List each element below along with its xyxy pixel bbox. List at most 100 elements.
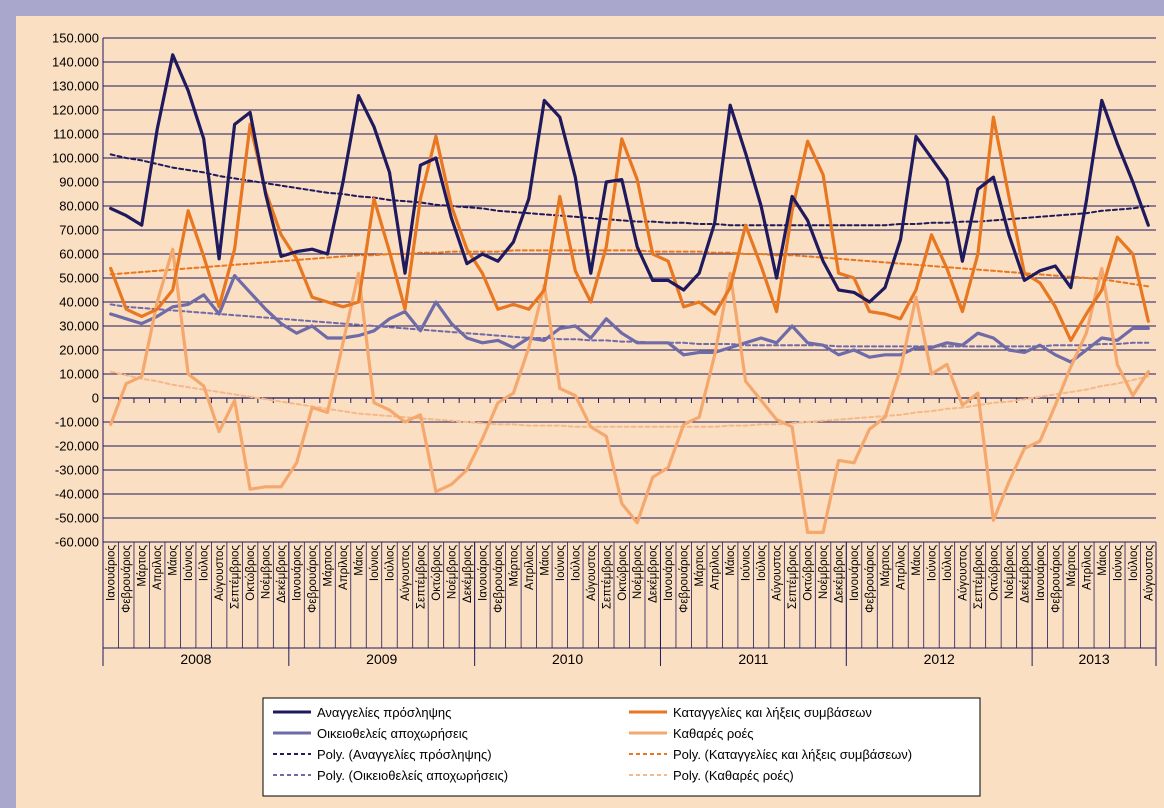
y-tick-label: 10.000 [59,367,99,382]
x-tick-label: Μάιος [168,545,180,576]
x-tick-label: Μάιος [725,545,737,576]
x-tick-label: Αύγουστος [1143,545,1155,601]
x-tick-label: Αύγουστος [957,545,969,601]
year-label: 2009 [366,651,397,667]
year-label: 2012 [924,651,955,667]
x-tick-label: Μάιος [911,545,923,576]
x-tick-label: Δεκέμβριος [648,545,660,603]
x-tick-label: Δεκέμβριος [462,545,474,603]
y-tick-label: 110.000 [53,127,99,142]
x-tick-label: Δεκέμβριος [834,545,846,603]
y-tick-label: 140.000 [52,55,99,70]
x-tick-label: Σεπτέμβριος [601,545,613,610]
series-line-5 [109,153,1150,227]
series-line-1 [109,53,1150,304]
x-tick-label: Φεβρουάριος [493,545,505,613]
x-tick-label: Νοέμβριος [261,545,273,600]
x-tick-label: Μάιος [354,545,366,576]
x-tick-label: Σεπτέμβριος [787,545,799,610]
y-tick-label: 20.000 [59,343,99,358]
x-tick-label: Απρίλιος [1081,545,1093,590]
y-tick-label: 30.000 [59,319,99,334]
x-tick-label: Οκτώβριος [245,545,257,601]
y-tick-label: -60.000 [55,535,99,550]
x-tick-label: Ιούνιος [183,545,195,582]
x-tick-label: Ιούνιος [1112,545,1124,582]
x-tick-label: Ιανουάριος [292,545,304,601]
x-tick-label: Μάρτιος [137,545,149,587]
x-tick-label: Απρίλιος [524,545,536,590]
x-tick-label: Ιανουάριος [849,545,861,601]
x-tick-label: Οκτώβριος [431,545,443,601]
y-tick-label: 80.000 [59,199,99,214]
y-tick-label: 70.000 [59,223,99,238]
x-tick-label: Δεκέμβριος [276,545,288,603]
x-tick-label: Ιανουάριος [663,545,675,601]
x-tick-label: Νοέμβριος [1004,545,1016,600]
x-tick-label: Ιούνιος [369,545,381,582]
x-tick-label: Ιούλιος [756,545,768,582]
x-tick-label: Οκτώβριος [988,545,1000,601]
x-tick-label: Αύγουστος [400,545,412,601]
x-tick-label: Ιούλιος [199,545,211,582]
y-tick-label: -20.000 [55,439,99,454]
x-tick-label: Φεβρουάριος [1050,545,1062,613]
legend-label: Poly. (Καταγγελίες και λήξεις συμβάσεων) [673,747,912,762]
x-tick-label: Νοέμβριος [818,545,830,600]
series-line-3 [109,115,1150,342]
x-tick-label: Μάρτιος [694,545,706,587]
y-tick-label: 60.000 [59,247,99,262]
x-tick-label: Ιούλιος [1128,545,1140,582]
legend-label: Poly. (Καθαρές ροές) [673,768,794,783]
x-tick-label: Ιούλιος [384,545,396,582]
series-line-4 [109,247,1150,535]
series-line-2 [109,274,1150,364]
x-tick-label: Σεπτέμβριος [230,545,242,610]
y-tick-label: -40.000 [55,487,99,502]
x-tick-label: Μάρτιος [508,545,520,587]
x-tick-label: Ιανουάριος [1035,545,1047,601]
x-tick-label: Ιούνιος [555,545,567,582]
x-tick-label: Φεβρουάριος [865,545,877,613]
y-tick-label: 120.000 [52,103,99,118]
year-label: 2010 [552,651,583,667]
series-line-8 [109,370,1150,428]
legend-box [262,697,981,797]
y-tick-label: 150.000 [52,31,99,46]
year-label: 2011 [738,651,768,667]
x-tick-label: Ιούνιος [741,545,753,582]
series-group [109,53,1150,535]
year-label: 2013 [1078,651,1109,667]
plot-area [102,37,1157,543]
x-tick-label: Απρίλιος [152,545,164,590]
x-tick-label: Μάρτιος [880,545,892,587]
legend-label: Οικειοθελείς αποχωρήσεις [317,726,468,741]
x-tick-label: Ιανουάριος [477,545,489,601]
legend-label: Καθαρές ροές [673,726,754,741]
x-tick-label: Νοέμβριος [446,545,458,600]
x-tick-label: Οκτώβριος [803,545,815,601]
legend: Αναγγελίες πρόσληψης Οικειοθελείς αποχωρή… [262,697,981,797]
x-tick-label: Φεβρουάριος [307,545,319,613]
x-tick-label: Αύγουστος [214,545,226,601]
x-tick-label: Μάιος [1097,545,1109,576]
legend-label: Καταγγελίες και λήξεις συμβάσεων [673,705,872,720]
chart-frame: 150.000 140.000 130.000 120.000 110.000 100.0… [16,16,1164,808]
x-tick-label: Σεπτέμβριος [415,545,427,610]
x-tick-label: Νοέμβριος [632,545,644,600]
series-line-6 [109,303,1150,348]
y-axis: 150.000 140.000 130.000 120.000 110.000 100.0… [52,31,99,550]
x-tick-label: Φεβρουάριος [121,545,133,613]
x-tick-label: Σεπτέμβριος [973,545,985,610]
plot-background [103,38,1156,542]
y-tick-label: -30.000 [55,463,99,478]
y-tick-label: 0 [92,391,99,406]
x-tick-label: Αύγουστος [772,545,784,601]
legend-label: Poly. (Αναγγελίες πρόσληψης) [317,747,492,762]
y-tick-label: 90.000 [59,175,99,190]
chart: 150.000 140.000 130.000 120.000 110.000 100.0… [52,31,1157,797]
x-tick-label: Μάρτιος [323,545,335,587]
legend-label: Poly. (Οικειοθελείς αποχωρήσεις) [317,768,508,783]
x-tick-label: Απρίλιος [338,545,350,590]
x-tick-label: Ιούνιος [926,545,938,582]
